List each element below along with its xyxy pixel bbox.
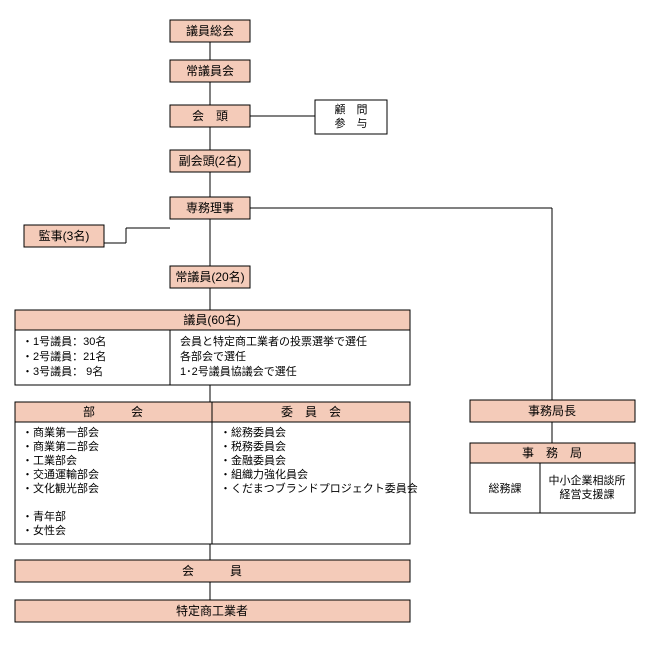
svg-text:総務課: 総務課 <box>489 481 522 495</box>
svg-text:議員総会: 議員総会 <box>186 24 234 38</box>
svg-text:・商業第二部会: ・商業第二部会 <box>22 439 99 453</box>
svg-text:中小企業相談所: 中小企業相談所 <box>549 473 626 487</box>
svg-text:・くだまつブランドプロジェクト委員会: ・くだまつブランドプロジェクト委員会 <box>220 481 418 495</box>
svg-text:・総務委員会: ・総務委員会 <box>220 425 286 439</box>
box-kanji: 監事(3名) <box>24 225 104 247</box>
svg-text:・2号議員：21名: ・2号議員：21名 <box>22 349 106 363</box>
box-kaito: 会 頭 <box>170 105 250 127</box>
block-bukai: 部 会 ・商業第一部会 ・商業第二部会 ・工業部会 ・交通運輸部会 ・文化観光部… <box>15 402 212 544</box>
svg-text:会 員: 会 員 <box>182 564 242 578</box>
svg-text:各部会で選任: 各部会で選任 <box>180 349 246 363</box>
box-komon-sanyo: 顧 問 参 与 <box>315 100 387 134</box>
svg-text:事 務 局: 事 務 局 <box>522 446 582 460</box>
svg-text:監事(3名): 監事(3名) <box>39 228 90 243</box>
svg-text:・組織力強化員会: ・組織力強化員会 <box>220 467 308 481</box>
svg-text:・税務委員会: ・税務委員会 <box>220 439 286 453</box>
svg-text:・商業第一部会: ・商業第一部会 <box>22 425 99 439</box>
svg-text:委 員 会: 委 員 会 <box>281 405 341 419</box>
box-senmuriji: 専務理事 <box>170 197 250 219</box>
svg-text:議員(60名): 議員(60名) <box>183 312 240 327</box>
svg-text:特定商工業者: 特定商工業者 <box>176 603 248 618</box>
svg-text:会 頭: 会 頭 <box>192 109 228 123</box>
svg-text:専務理事: 専務理事 <box>186 201 234 215</box>
svg-text:・青年部: ・青年部 <box>22 509 66 523</box>
svg-text:常議員(20名): 常議員(20名) <box>175 269 244 284</box>
box-jimukyokucho: 事務局長 <box>470 400 635 422</box>
svg-text:・交通運輸部会: ・交通運輸部会 <box>22 467 99 481</box>
block-giin: 議員(60名) ・1号議員：30名 ・2号議員：21名 ・3号議員： 9名 会員… <box>15 310 410 385</box>
svg-text:・3号議員： 9名: ・3号議員： 9名 <box>22 364 103 378</box>
box-kaiin: 会 員 <box>15 560 410 582</box>
svg-text:・女性会: ・女性会 <box>22 523 66 537</box>
svg-text:・1号議員：30名: ・1号議員：30名 <box>22 334 106 348</box>
svg-text:部 会: 部 会 <box>83 404 143 419</box>
svg-text:参 与: 参 与 <box>335 116 368 130</box>
svg-text:事務局長: 事務局長 <box>528 404 576 418</box>
svg-text:副会頭(2名): 副会頭(2名) <box>179 153 242 168</box>
svg-text:会員と特定商工業者の投票選挙で選任: 会員と特定商工業者の投票選挙で選任 <box>180 334 367 348</box>
box-giin-soukai: 議員総会 <box>170 20 250 42</box>
svg-text:経営支援課: 経営支援課 <box>560 487 615 501</box>
svg-text:・金融委員会: ・金融委員会 <box>220 453 286 467</box>
box-jougiinkai: 常議員会 <box>170 60 250 82</box>
svg-text:顧 問: 顧 問 <box>335 102 368 116</box>
svg-text:1･2号議員協議会で選任: 1･2号議員協議会で選任 <box>180 364 297 378</box>
svg-text:・文化観光部会: ・文化観光部会 <box>22 481 99 495</box>
block-iinkai: 委 員 会 ・総務委員会 ・税務委員会 ・金融委員会 ・組織力強化員会 ・くだま… <box>212 402 418 544</box>
block-jimukyoku: 事 務 局 総務課 中小企業相談所 経営支援課 <box>470 443 635 513</box>
svg-text:常議員会: 常議員会 <box>186 64 234 78</box>
box-jougiin20: 常議員(20名) <box>170 266 250 288</box>
svg-text:・工業部会: ・工業部会 <box>22 453 77 467</box>
box-fukukaito: 副会頭(2名) <box>170 150 250 172</box>
box-tokutei: 特定商工業者 <box>15 600 410 622</box>
